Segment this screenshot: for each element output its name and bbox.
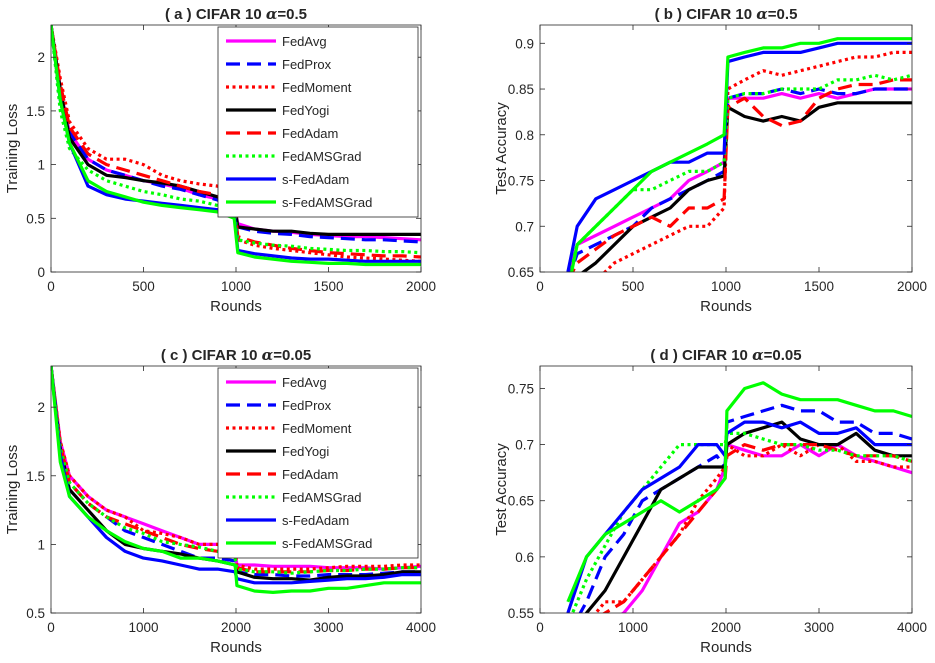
x-tick-label: 0	[536, 279, 544, 294]
legend-label: s-FedAdam	[282, 513, 349, 528]
x-tick-label: 2000	[221, 620, 251, 635]
x-tick-label: 3000	[313, 620, 343, 635]
subplot-a: 0 500 1000 1500 2000 0 0.5 1 1.5 2 Rounds Training …	[4, 5, 436, 315]
x-tick-label: 1500	[804, 279, 834, 294]
legend-box	[217, 367, 419, 559]
series-group	[566, 37, 912, 272]
y-tick-label: 0	[37, 265, 45, 280]
legend-label: FedAMSGrad	[282, 490, 361, 505]
x-tick-label: 1000	[618, 620, 648, 635]
legend-label: FedAdam	[282, 467, 338, 482]
y-tick-label: 1.5	[26, 104, 45, 119]
alpha-symbol: α	[756, 5, 768, 23]
x-tick-label: 0	[47, 279, 55, 294]
plot-title: ( a ) CIFAR 10 α=0.5	[165, 5, 307, 23]
x-axis-label: Rounds	[700, 639, 752, 656]
y-tick-label: 0.75	[508, 174, 534, 189]
y-tick-label: 0.7	[515, 219, 534, 234]
x-tick-label: 1000	[221, 279, 251, 294]
alpha-value: =0.5	[277, 6, 307, 23]
x-tick-label: 0	[536, 620, 544, 635]
y-axis-label: Test Accuracy	[493, 102, 510, 195]
y-axis-label: Training Loss	[4, 104, 21, 194]
legend-box	[217, 26, 419, 218]
x-tick-label: 1000	[711, 279, 741, 294]
legend-label: FedProx	[282, 57, 332, 72]
legend-label: FedMoment	[282, 421, 352, 436]
series-line-s-fedamsgrad	[566, 381, 912, 603]
alpha-symbol: α	[266, 5, 278, 23]
legend-label: FedAMSGrad	[282, 149, 361, 164]
y-tick-label: 0.7	[515, 438, 534, 453]
legend: FedAvg FedProx FedMoment FedYogi FedAdam FedA…	[217, 26, 419, 218]
alpha-value: =0.05	[764, 347, 802, 364]
x-tick-label: 2000	[406, 279, 436, 294]
x-tick-label: 3000	[804, 620, 834, 635]
x-axis-label: Rounds	[700, 298, 752, 315]
subplot-c: 0 1000 2000 3000 4000 0.5 1 1.5 2 Rounds Training …	[4, 346, 436, 656]
x-tick-label: 1500	[313, 279, 343, 294]
y-tick-label: 0.65	[508, 265, 534, 280]
y-tick-label: 2	[37, 400, 45, 415]
series-line-s-fedamsgrad	[51, 366, 421, 595]
x-axis-label: Rounds	[210, 298, 262, 315]
legend-label: FedAvg	[282, 34, 327, 49]
x-tick-label: 4000	[406, 620, 436, 635]
alpha-value: =0.5	[768, 6, 798, 23]
x-tick-label: 0	[47, 620, 55, 635]
y-tick-label: 0.55	[508, 606, 534, 621]
legend-label: FedAdam	[282, 126, 338, 141]
series-line-fedmoment	[602, 50, 912, 272]
y-tick-label: 0.85	[508, 82, 534, 97]
y-tick-label: 0.5	[26, 606, 45, 621]
y-tick-label: 1	[37, 537, 45, 552]
x-tick-label: 4000	[897, 620, 927, 635]
subplot-b: 0 500 1000 1500 2000 0.65 0.7 0.75 0.8 0.85 0.9 Rou…	[493, 5, 927, 315]
legend-label: FedAvg	[282, 375, 327, 390]
y-tick-label: 0.8	[515, 128, 534, 143]
y-tick-label: 0.9	[515, 36, 534, 51]
plot-title: ( b ) CIFAR 10 α=0.5	[655, 5, 798, 23]
y-axis-label: Test Accuracy	[493, 443, 510, 536]
y-tick-label: 0.75	[508, 381, 534, 396]
x-tick-label: 2000	[897, 279, 927, 294]
alpha-symbol: α	[752, 346, 764, 364]
series-group	[566, 381, 912, 613]
y-tick-label: 1.5	[26, 469, 45, 484]
subplot-d: 0 1000 2000 3000 4000 0.55 0.6 0.65 0.7 0.75 Round…	[493, 346, 927, 656]
x-tick-label: 500	[132, 279, 155, 294]
y-tick-label: 0.5	[26, 211, 45, 226]
x-tick-label: 2000	[711, 620, 741, 635]
y-tick-label: 0.6	[515, 550, 534, 565]
alpha-value: =0.05	[273, 347, 311, 364]
y-tick-label: 0.65	[508, 494, 534, 509]
series-line-s-fedamsgrad	[51, 25, 421, 267]
series-line-s-fedamsgrad	[569, 37, 912, 272]
axes-background	[540, 366, 912, 613]
x-tick-label: 500	[622, 279, 645, 294]
plot-title: ( c ) CIFAR 10 α=0.05	[161, 346, 311, 364]
legend-label: FedYogi	[282, 103, 329, 118]
legend-label: s-FedAMSGrad	[282, 195, 372, 210]
x-axis-label: Rounds	[210, 639, 262, 656]
y-axis-label: Training Loss	[4, 445, 21, 535]
legend: FedAvg FedProx FedMoment FedYogi FedAdam FedA…	[217, 367, 419, 559]
x-tick-label: 1000	[128, 620, 158, 635]
legend-label: s-FedAMSGrad	[282, 536, 372, 551]
plot-title: ( d ) CIFAR 10 α=0.05	[650, 346, 801, 364]
y-tick-label: 2	[37, 50, 45, 65]
series-line-fedadam	[51, 25, 421, 259]
legend-label: FedProx	[282, 398, 332, 413]
alpha-symbol: α	[262, 346, 274, 364]
legend-label: FedYogi	[282, 444, 329, 459]
legend-label: FedMoment	[282, 80, 352, 95]
legend-label: s-FedAdam	[282, 172, 349, 187]
y-tick-label: 1	[37, 158, 45, 173]
